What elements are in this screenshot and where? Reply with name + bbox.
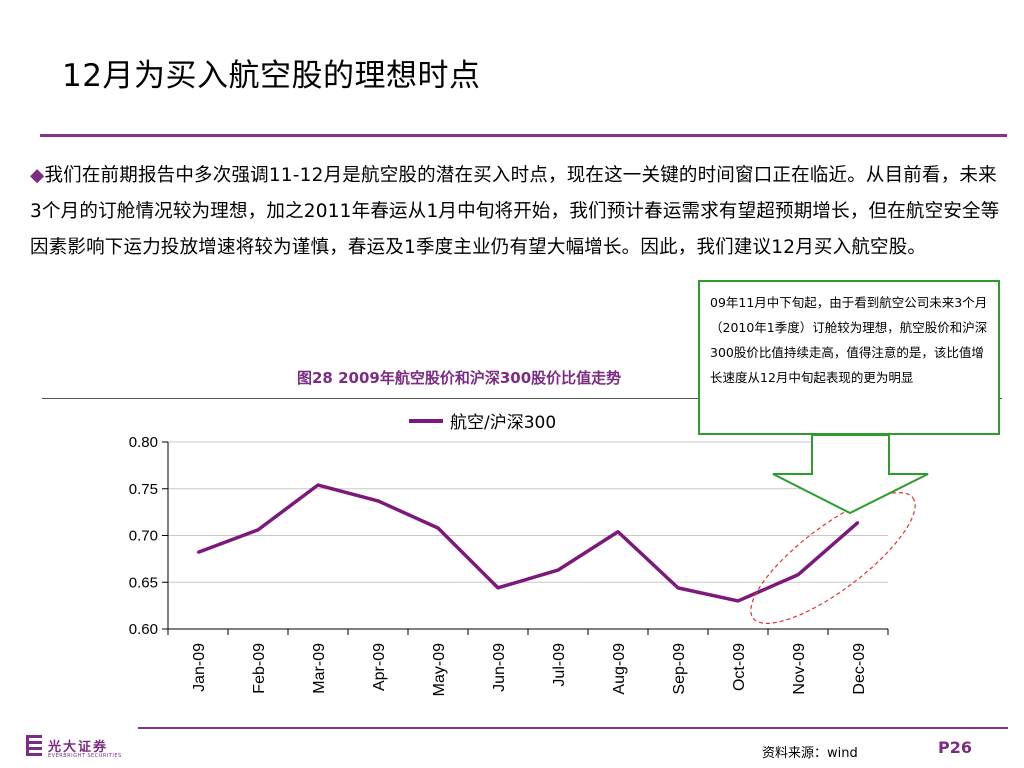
data-point [796, 573, 800, 576]
logo-subtext: EVERBRIGHT SECURITIES [48, 753, 122, 759]
footer-divider [138, 727, 1008, 729]
legend-label: 航空/沪深300 [450, 413, 556, 433]
series-line [197, 483, 860, 603]
y-tick-label: 0.75 [129, 481, 158, 498]
x-tick-label: Oct-09 [731, 643, 748, 691]
body-text: 我们在前期报告中多次强调11-12月是航空股的潜在买入时点，现在这一关键的时间窗… [30, 165, 1000, 258]
chart-title-divider [42, 398, 1002, 399]
y-tick-label: 0.65 [129, 574, 158, 591]
data-point [616, 530, 620, 533]
data-point [316, 483, 320, 487]
source-note: 资料来源：wind [762, 746, 858, 761]
data-point [556, 568, 560, 572]
body-paragraph: ◆我们在前期报告中多次强调11-12月是航空股的潜在买入时点，现在这一关键的时间… [30, 158, 1000, 266]
y-tick-label: 0.80 [129, 434, 158, 451]
company-logo: 光大证券 EVERBRIGHT SECURITIES [24, 733, 144, 761]
annotation-callout-box: 09年11月中下旬起，由于看到航空公司未来3个月（2010年1季度）订舱较为理想… [698, 280, 1000, 435]
series-layer [196, 483, 860, 603]
grid-layer [168, 441, 888, 583]
x-tick-label: Mar-09 [311, 643, 328, 694]
annotation-layer [750, 434, 929, 624]
data-point [856, 521, 860, 524]
y-tick-label: 0.70 [129, 528, 158, 545]
highlight-ellipse [750, 492, 916, 624]
data-point [496, 586, 500, 590]
data-point [196, 551, 200, 554]
x-tick-label: Dec-09 [851, 643, 868, 695]
data-point [736, 599, 740, 603]
data-point [376, 499, 380, 503]
x-tick-label: Nov-09 [791, 643, 808, 695]
slide-title: 12月为买入航空股的理想时点 [62, 58, 481, 94]
logo-mark-icon [26, 735, 42, 756]
diamond-bullet-icon: ◆ [30, 165, 45, 186]
legend: 航空/沪深300 [409, 413, 556, 433]
x-tick-label: Jan-09 [191, 643, 208, 692]
x-tick-label: Feb-09 [251, 643, 268, 694]
x-tick-label: Sep-09 [671, 643, 688, 695]
x-tick-label: Apr-09 [371, 643, 388, 691]
data-point [436, 526, 440, 530]
callout-arrow [772, 434, 929, 515]
data-point [676, 586, 680, 590]
chart-title: 图28 2009年航空股价和沪深300股价比值走势 [297, 369, 622, 387]
x-tick-label: May-09 [431, 643, 448, 696]
x-tick-label: Jun-09 [491, 643, 508, 692]
logo-text: 光大证券 [48, 740, 109, 755]
axis-layer: 0.80 0.75 0.70 0.65 0.60 Jan-09 Feb-09 Mar-09 Ap… [129, 434, 889, 696]
y-tick-label: 0.60 [129, 621, 158, 638]
x-tick-label: Jul-09 [551, 643, 568, 687]
page-number: P26 [938, 738, 972, 757]
title-divider [40, 134, 1007, 137]
x-tick-label: Aug-09 [611, 643, 628, 695]
data-point [256, 528, 260, 532]
